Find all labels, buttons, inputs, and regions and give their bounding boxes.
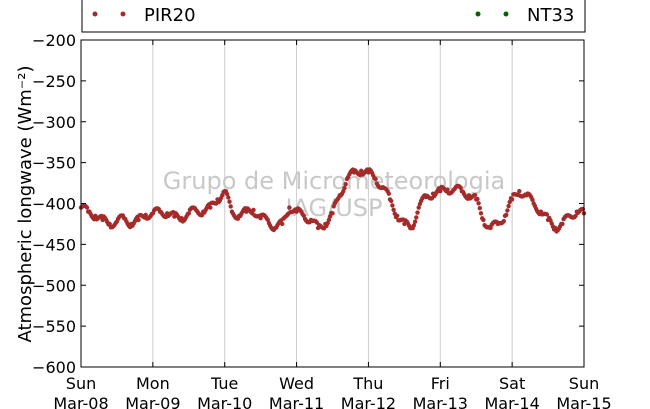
point-pir20 [258, 216, 263, 221]
point-pir20 [458, 185, 463, 190]
y-tick-label: −300 [32, 113, 76, 132]
point-pir20 [84, 205, 90, 210]
point-pir20 [326, 217, 332, 223]
point-pir20 [342, 185, 347, 191]
legend-box [81, 0, 586, 33]
legend-marker-pir20-2 [120, 11, 126, 17]
point-pir20 [391, 207, 396, 212]
point-pir20 [477, 206, 482, 211]
point-pir20 [208, 205, 213, 210]
point-pir20 [504, 212, 509, 218]
y-axis: −200 −250 −300 −350 −400 −450 −500 −550 −600 [32, 31, 584, 377]
x-tick-label-date: Mar-14 [484, 394, 539, 409]
plot-area [81, 40, 584, 367]
y-tick-label: −200 [32, 31, 76, 50]
point-pir20 [488, 225, 493, 231]
point-pir20 [544, 212, 550, 217]
legend-label-nt33: NT33 [527, 5, 574, 26]
point-pir20 [224, 191, 230, 197]
point-pir20 [478, 211, 484, 216]
point-pir20 [136, 217, 141, 223]
x-tick-label-day: Sun [569, 374, 599, 393]
point-pir20 [414, 215, 419, 220]
x-tick-label-day: Fri [431, 374, 450, 393]
point-pir20 [445, 187, 450, 192]
y-axis-title: Atmospheric longwave (Wm⁻²) [15, 65, 36, 342]
point-pir20 [280, 221, 285, 227]
x-tick-label-date: Mar-13 [413, 394, 468, 409]
point-pir20 [386, 191, 391, 196]
x-tick-label-date: Mar-15 [556, 394, 611, 409]
point-pir20 [395, 213, 400, 218]
point-pir20 [415, 210, 420, 215]
x-axis: SunMar-08MonMar-09TueMar-10WedMar-11ThuM… [53, 40, 612, 409]
point-pir20 [186, 211, 191, 216]
point-pir20 [517, 189, 522, 194]
point-pir20 [411, 223, 417, 228]
y-tick-label: −400 [32, 195, 76, 214]
point-pir20 [226, 195, 231, 200]
y-tick-label: −600 [32, 358, 76, 377]
point-pir20 [573, 213, 578, 219]
gridlines [152, 40, 513, 367]
point-pir20 [251, 207, 256, 213]
point-pir20 [506, 203, 511, 209]
point-pir20 [143, 212, 148, 218]
point-pir20 [438, 189, 443, 194]
x-tick-label-date: Mar-09 [125, 394, 180, 409]
point-pir20 [390, 203, 395, 208]
point-pir20 [107, 221, 112, 227]
y-tick-label: −550 [32, 317, 76, 336]
point-pir20 [481, 217, 486, 223]
x-tick-label-day: Wed [279, 374, 314, 393]
y-tick-label: −250 [32, 72, 76, 91]
point-pir20 [509, 197, 515, 202]
point-pir20 [265, 217, 270, 223]
point-pir20 [476, 201, 481, 206]
point-pir20 [416, 205, 421, 210]
y-tick-label: −450 [32, 235, 76, 254]
point-pir20 [330, 211, 335, 216]
point-pir20 [343, 182, 348, 187]
legend-label-pir20: PIR20 [144, 5, 196, 26]
x-tick-label-day: Sun [66, 374, 96, 393]
point-pir20 [501, 218, 506, 224]
x-tick-label-day: Mon [136, 374, 170, 393]
x-tick-label-day: Tue [210, 374, 238, 393]
point-pir20 [227, 199, 232, 204]
x-tick-label-date: Mar-12 [341, 394, 396, 409]
y-tick-label: −500 [32, 276, 76, 295]
point-pir20 [373, 176, 378, 182]
point-pir20 [505, 208, 510, 213]
point-pir20 [228, 204, 233, 209]
data-points [78, 167, 587, 234]
point-pir20 [412, 219, 418, 224]
legend-marker-nt33-2 [503, 11, 509, 17]
x-tick-label-date: Mar-10 [197, 394, 252, 409]
point-pir20 [560, 221, 565, 227]
point-pir20 [530, 197, 535, 203]
point-pir20 [475, 196, 480, 202]
point-pir20 [472, 192, 478, 198]
y-tick-label: −350 [32, 154, 76, 173]
legend-marker-nt33-1 [475, 11, 481, 17]
legend-marker-pir20-1 [92, 11, 98, 17]
x-tick-label-date: Mar-11 [269, 394, 324, 409]
x-tick-label-day: Thu [352, 374, 383, 393]
point-pir20 [287, 205, 292, 210]
x-tick-label-day: Sat [499, 374, 525, 393]
x-tick-label-date: Mar-08 [53, 394, 108, 409]
point-pir20 [389, 198, 394, 204]
point-pir20 [359, 168, 364, 173]
point-pir20 [327, 214, 333, 219]
